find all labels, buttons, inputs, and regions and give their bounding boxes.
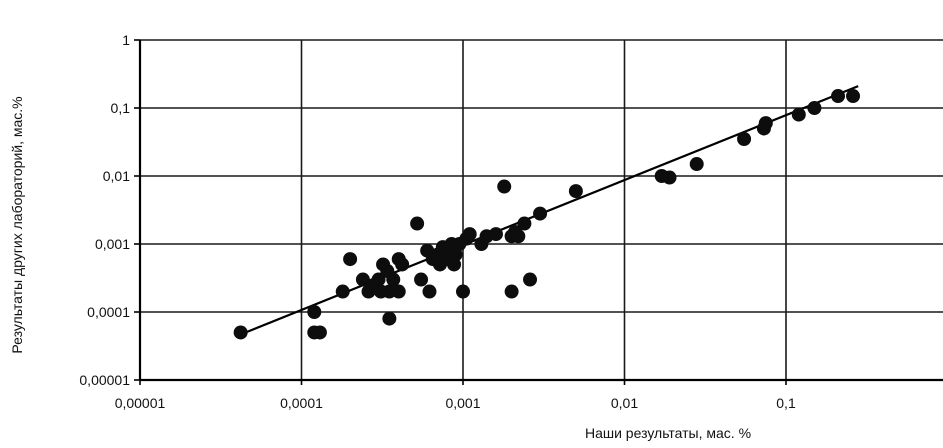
data-point [517,216,532,231]
data-point [386,272,401,287]
y-axis-title: Результаты других лабораторий, мас.% [9,96,25,353]
data-point [737,132,752,147]
y-tick-label: 0,01 [103,168,130,184]
data-point [312,325,327,340]
data-point [689,157,704,172]
data-point [456,284,470,299]
y-tick-label: 0,0001 [87,304,130,320]
data-point [831,89,846,104]
data-point [233,325,248,340]
data-point [791,107,806,122]
data-point [355,272,370,287]
data-point [807,101,822,115]
data-point [410,216,425,231]
data-point [448,247,463,262]
data-point [422,284,437,299]
data-point [662,170,677,185]
y-tick-label: 0,001 [95,236,130,252]
x-axis-title: Наши результаты, мас. % [585,425,751,441]
x-tick-label: 0,00001 [115,395,166,411]
data-point [391,284,406,299]
data-point [511,229,526,244]
x-tick-label: 0,001 [445,395,480,411]
data-point [497,179,512,194]
data-point [533,206,548,221]
data-point [414,272,429,287]
data-point [371,272,386,287]
data-point [343,252,358,267]
axes [134,39,943,385]
data-point [335,284,350,299]
data-point [395,257,410,272]
data-point [488,227,503,242]
x-tick-label: 0,0001 [280,395,323,411]
tick-labels: 0,00001 0,0001 0,001 0,01 0,1 1 0,00001 0,0001 0… [79,32,796,411]
data-point [568,184,583,199]
data-point [523,272,538,287]
y-tick-label: 0,1 [111,100,131,116]
y-tick-label: 0,00001 [79,372,130,388]
data-point [462,227,477,242]
y-tick-label: 1 [122,32,130,48]
data-point [758,116,773,131]
x-tick-label: 0,01 [611,395,638,411]
x-tick-label: 0,1 [776,395,796,411]
data-points [233,89,861,340]
data-point [504,284,519,299]
data-point [846,89,861,104]
data-point [307,305,322,319]
data-point [382,311,397,326]
